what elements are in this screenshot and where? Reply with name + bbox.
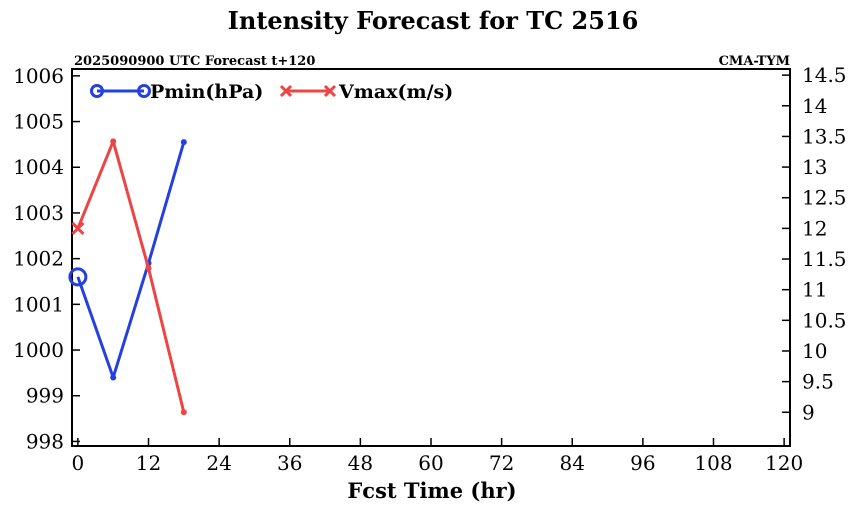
y-right-tick-label: 9: [802, 400, 815, 424]
series-point: [180, 139, 187, 146]
x-tick-label: 72: [489, 451, 514, 475]
series-layer: [68, 138, 187, 416]
series-point: [110, 138, 117, 145]
y-left-tick-label: 1004: [13, 155, 64, 179]
series-line-0: [76, 141, 186, 379]
y-right-tick-label: 11.5: [802, 247, 847, 271]
y-right-tick-label: 12.5: [802, 186, 847, 210]
legend-marker: [323, 84, 337, 98]
x-tick-label: 84: [560, 451, 585, 475]
legend-label: Vmax(m/s): [338, 81, 453, 103]
legend-marker: [137, 84, 151, 98]
x-tick-label: 36: [277, 451, 302, 475]
y-right-tick-label: 11: [802, 278, 827, 302]
series-line-1: [76, 139, 186, 413]
y-left-tick-label: 1000: [13, 338, 64, 362]
series-point: [145, 265, 152, 272]
x-tick-label: 120: [765, 451, 803, 475]
x-tick-label: 12: [136, 451, 161, 475]
series-start-marker: [68, 267, 88, 287]
x-tick-label: 0: [72, 451, 85, 475]
x-tick-label: 48: [348, 451, 373, 475]
y-right-tick-label: 14: [802, 94, 827, 118]
series-point: [110, 374, 117, 381]
y-right-tick-label: 13: [802, 155, 827, 179]
y-left-tick-label: 998: [26, 429, 64, 453]
x-tick-label: 108: [694, 451, 732, 475]
y-right-tick-label: 10: [802, 339, 827, 363]
chart-subtitle-left: 2025090900 UTC Forecast t+120: [74, 54, 315, 69]
legend: Pmin(hPa) Vmax(m/s): [90, 81, 453, 103]
series-start-marker: [71, 221, 85, 235]
y-left-tick-label: 1002: [13, 247, 64, 271]
y-left-tick-label: 1006: [13, 64, 64, 88]
legend-label: Pmin(hPa): [150, 81, 263, 103]
x-axis-label: Fcst Time (hr): [347, 478, 516, 503]
x-tick-label: 24: [206, 451, 231, 475]
x-tick-label: 60: [418, 451, 443, 475]
y-right-tick-label: 9.5: [802, 370, 834, 394]
y-right-tick-label: 12: [802, 216, 827, 240]
series-point: [180, 409, 187, 416]
x-tick-label: 96: [630, 451, 655, 475]
y-right-tick-label: 14.5: [802, 63, 847, 87]
x-axis: 0 12 24 36 48 60 72 84 96 108 120: [72, 438, 803, 475]
y-left-tick-label: 1003: [13, 201, 64, 225]
legend-marker: [279, 84, 293, 98]
chart-subtitle-right: CMA-TYM: [719, 54, 790, 69]
y-axis-right: 9 9.5 10 10.5 11 11.5 12 12.5 13 13.5 14 14.5: [782, 63, 847, 424]
y-axis-left: 998 999 1000 1001 1002 1003 1004 1005 1006: [13, 64, 80, 453]
y-left-tick-label: 999: [26, 384, 64, 408]
chart-title: Intensity Forecast for TC 2516: [228, 6, 639, 35]
y-left-tick-label: 1001: [13, 292, 64, 316]
y-left-tick-label: 1005: [13, 110, 64, 134]
y-right-tick-label: 13.5: [802, 124, 847, 148]
y-right-tick-label: 10.5: [802, 308, 847, 332]
legend-marker: [90, 84, 104, 98]
